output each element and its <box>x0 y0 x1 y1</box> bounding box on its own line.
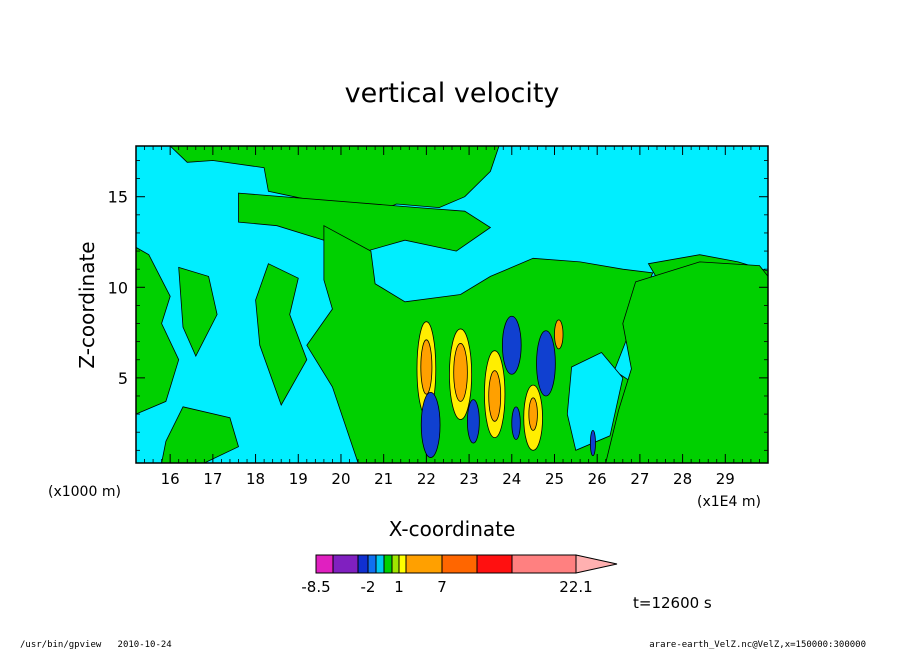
x-axis-label: X-coordinate <box>389 517 516 541</box>
colorbar-swatch <box>357 554 369 574</box>
colorbar-swatch <box>367 554 377 574</box>
colorbar-swatch <box>511 554 577 574</box>
contour-orange-23 <box>453 343 468 402</box>
y-axis-label: Z-coordinate <box>75 241 99 368</box>
x-tick-label: 19 <box>289 470 308 488</box>
x-tick-label: 25 <box>545 470 564 488</box>
x-tick-label: 29 <box>716 470 735 488</box>
colorbar-swatch <box>441 554 478 574</box>
y-axis: 5 10 15 <box>108 160 768 451</box>
x-tick-label: 24 <box>502 470 521 488</box>
y-axis-unit: (x1000 m) <box>48 484 121 500</box>
x-tick-label: 28 <box>673 470 692 488</box>
contour-green-lower-left <box>161 406 239 463</box>
contour-blue-24-lower <box>511 406 521 440</box>
colorbar-swatch <box>405 554 443 574</box>
colorbar-tick-label: -2 <box>361 578 376 596</box>
contour-blue-25 <box>536 330 556 397</box>
x-axis-unit: (x1E4 m) <box>697 494 761 510</box>
colorbar-tick-label: -8.5 <box>301 578 330 596</box>
contour-orange-upper <box>554 319 564 350</box>
colorbar-swatch <box>375 554 385 574</box>
x-tick-label: 26 <box>588 470 607 488</box>
time-label: t=12600 s <box>633 594 712 612</box>
contour-green-left-inner <box>178 266 218 358</box>
contour-green-column <box>255 263 308 406</box>
contour-green-left <box>136 246 180 415</box>
x-tick-label: 23 <box>460 470 479 488</box>
x-tick-label: 21 <box>374 470 393 488</box>
contour-orange-24 <box>488 370 502 422</box>
footer-left: /usr/bin/gpview 2010-10-24 <box>20 640 172 650</box>
colorbar-arrow <box>575 554 618 574</box>
colorbar-tick-label: 22.1 <box>559 578 592 596</box>
colorbar-swatch <box>332 554 359 574</box>
contour-cyan-gap <box>566 352 624 451</box>
colorbar-tick-label: 7 <box>437 578 447 596</box>
contour-green-upper-mid <box>238 192 492 252</box>
x-tick-label: 27 <box>630 470 649 488</box>
chart-title: vertical velocity <box>345 78 560 109</box>
x-tick-label: 17 <box>203 470 222 488</box>
footer-right: arare-earth_VelZ.nc@VelZ,x=150000:300000 <box>649 640 866 650</box>
colorbar-swatch <box>391 554 400 574</box>
y-tick-label: 5 <box>118 369 128 388</box>
contour-green-right-dome <box>605 261 768 463</box>
colorbar-swatch <box>398 554 407 574</box>
x-tick-label: 20 <box>331 470 350 488</box>
contour-blue-26 <box>589 429 596 457</box>
x-tick-label: 22 <box>417 470 436 488</box>
contour-blue-24-upper <box>501 315 522 375</box>
x-axis: 16 17 18 19 20 21 22 23 24 25 26 27 28 29 <box>135 146 760 488</box>
x-tick-label: 18 <box>246 470 265 488</box>
contour-orange-22 <box>420 339 433 395</box>
contour-orange-25 <box>528 397 538 431</box>
colorbar: -8.5 -2 1 7 22.1 <box>301 554 618 596</box>
colorbar-swatch <box>315 554 334 574</box>
y-tick-label: 15 <box>108 188 128 207</box>
y-tick-label: 10 <box>108 278 128 297</box>
plot-area <box>136 146 768 463</box>
contour-blue-22 <box>420 391 441 458</box>
colorbar-swatch <box>476 554 513 574</box>
contour-blue-23 <box>466 399 480 444</box>
x-tick-label: 16 <box>161 470 180 488</box>
colorbar-tick-label: 1 <box>394 578 404 596</box>
colorbar-swatch <box>383 554 393 574</box>
